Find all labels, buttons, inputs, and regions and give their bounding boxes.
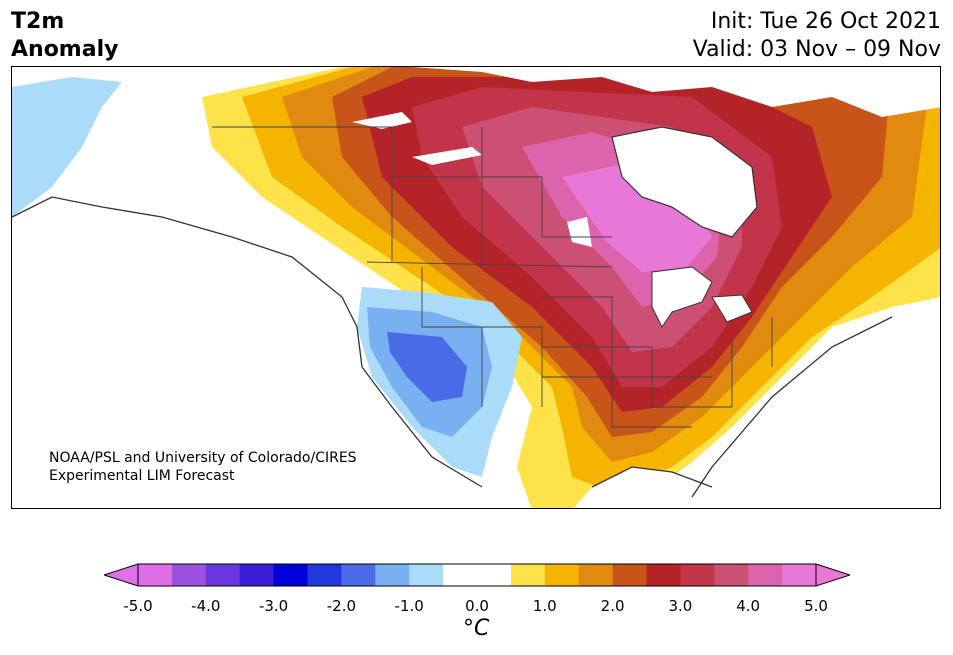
colorbar-segment xyxy=(578,564,614,586)
colorbar-segment xyxy=(138,564,173,586)
colorbar-tick-label: 3.0 xyxy=(668,597,693,615)
coastline xyxy=(12,196,893,498)
colorbar-low-arrow xyxy=(104,563,139,587)
forecast-dates: Init: Tue 26 Oct 2021 Valid: 03 Nov – 09… xyxy=(693,8,941,64)
colorbar-segment xyxy=(782,564,817,586)
colorbar-segment xyxy=(612,564,647,586)
cool-band-3 xyxy=(387,332,467,402)
map-canvas xyxy=(12,67,940,508)
colorbar-segment xyxy=(273,564,308,586)
colorbar xyxy=(104,563,850,587)
colorbar-tick-label: 5.0 xyxy=(804,597,828,615)
valid-range: Valid: 03 Nov – 09 Nov xyxy=(692,37,941,62)
colorbar-segment xyxy=(375,564,410,586)
arctic-water xyxy=(412,67,940,117)
colorbar-segment xyxy=(307,564,342,586)
political-boundaries xyxy=(212,126,773,428)
colorbar-unit-label: °C xyxy=(463,616,490,641)
anomaly-map xyxy=(11,66,941,509)
cool-band-alaska xyxy=(12,77,122,217)
colorbar-tick-label: -5.0 xyxy=(123,597,153,615)
colorbar-segment xyxy=(646,564,681,586)
title-line-2: Anomaly xyxy=(11,37,119,62)
colorbar-segment xyxy=(510,564,546,586)
colorbar-segment xyxy=(443,564,478,586)
colorbar-tick-label: -4.0 xyxy=(191,597,221,615)
colorbar-segment xyxy=(544,564,580,586)
colorbar-segment xyxy=(341,564,376,586)
colorbar-high-arrow xyxy=(815,563,850,587)
init-date: Init: Tue 26 Oct 2021 xyxy=(710,9,941,34)
credit-line-2: Experimental LIM Forecast xyxy=(49,468,235,484)
colorbar-segment xyxy=(239,564,275,586)
canadian-lake-3 xyxy=(567,217,592,247)
pacific-ocean xyxy=(12,197,492,508)
colorbar-segment xyxy=(409,564,444,586)
canadian-lake-2 xyxy=(412,147,482,165)
colorbar-tick-label: 4.0 xyxy=(736,597,761,615)
colorbar-tick-label: -1.0 xyxy=(394,597,424,615)
credit-line-1: NOAA/PSL and University of Colorado/CIRE… xyxy=(49,450,357,466)
colorbar-segment xyxy=(205,564,241,586)
colorbar-segment xyxy=(680,564,715,586)
colorbar-segment xyxy=(748,564,783,586)
colorbar-tick-label: 1.0 xyxy=(532,597,557,615)
hudson-bay xyxy=(611,126,758,238)
title-line-1: T2m xyxy=(11,9,65,34)
map-title: T2m Anomaly xyxy=(11,8,118,64)
great-lakes xyxy=(651,266,753,328)
colorbar-tick-label: -3.0 xyxy=(258,597,289,615)
colorbar-tick-label: 2.0 xyxy=(600,597,625,615)
colorbar-segment xyxy=(714,564,749,586)
colorbar-tick-label: 0.0 xyxy=(465,597,489,615)
colorbar-segment xyxy=(477,564,512,586)
colorbar-tick-label: -2.0 xyxy=(326,597,357,615)
canadian-lake-1 xyxy=(352,112,412,129)
credit-text: NOAA/PSL and University of Colorado/CIRE… xyxy=(49,449,357,485)
colorbar-segment xyxy=(171,564,207,586)
atlantic-ocean xyxy=(654,297,940,508)
